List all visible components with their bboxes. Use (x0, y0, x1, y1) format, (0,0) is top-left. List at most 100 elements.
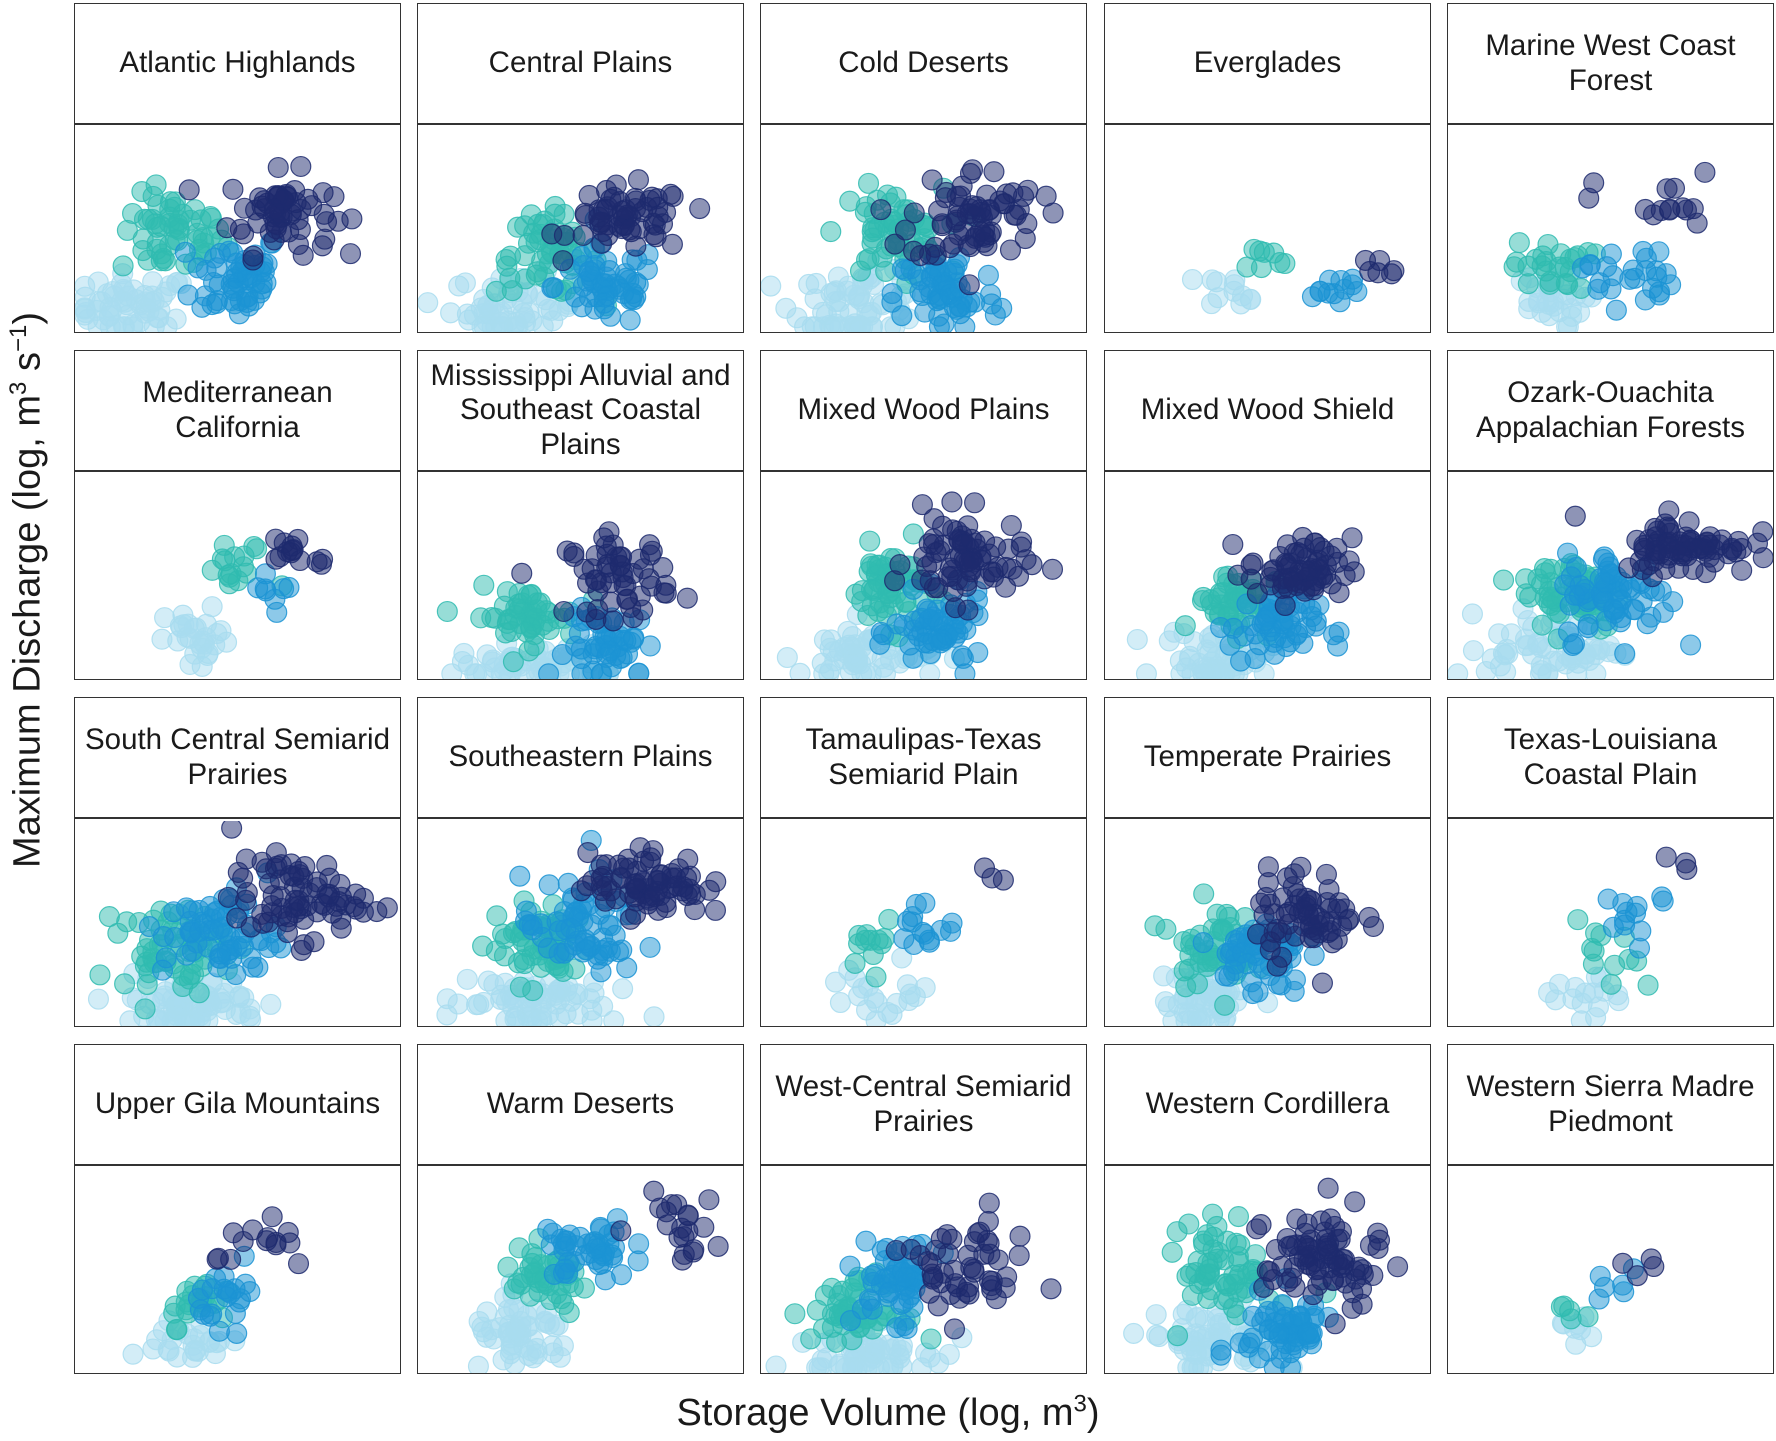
data-point (1181, 268, 1203, 291)
data-point (1246, 582, 1268, 604)
data-point (485, 280, 507, 302)
series-cluster_4 (511, 521, 698, 632)
data-point (560, 917, 582, 939)
data-point (311, 235, 333, 257)
data-point (1678, 511, 1700, 533)
data-point (87, 988, 109, 1010)
data-point (1560, 1308, 1582, 1330)
facet-title: Warm Deserts (418, 1045, 743, 1166)
data-point (1144, 915, 1166, 937)
data-point (951, 645, 973, 667)
data-point (1161, 1241, 1183, 1263)
data-point (1462, 640, 1484, 662)
data-point (119, 1010, 141, 1026)
series-cluster_4 (884, 491, 1064, 621)
data-point (1585, 922, 1607, 944)
facet-title: Marine West Coast Forest (1448, 4, 1773, 125)
data-point (1210, 1344, 1232, 1366)
data-point (260, 993, 282, 1015)
data-point (473, 574, 495, 596)
data-point (502, 651, 524, 673)
data-point (568, 622, 590, 644)
facet-title-text: Western Sierra Madre Piedmont (1466, 1070, 1755, 1138)
data-point (859, 530, 881, 552)
data-point (848, 985, 870, 1007)
data-point (572, 224, 594, 246)
series-cluster_4 (265, 528, 334, 575)
data-point (1157, 996, 1179, 1018)
data-point (1583, 172, 1605, 194)
data-point (1448, 663, 1469, 679)
data-point (919, 1282, 941, 1304)
data-point (819, 658, 841, 679)
data-point (918, 276, 940, 298)
facet-title-text: Mississippi Alluvial and Southeast Coast… (430, 359, 731, 461)
data-point (1481, 648, 1503, 670)
data-point (996, 183, 1018, 205)
data-point (132, 240, 154, 262)
series-cluster_4 (1612, 1248, 1665, 1287)
scatter-svg (1181, 238, 1405, 315)
data-point (868, 554, 890, 576)
data-point (858, 172, 880, 194)
data-point (839, 1255, 861, 1277)
data-point (894, 219, 916, 241)
data-point (1135, 663, 1157, 679)
data-point (289, 864, 311, 886)
data-point (213, 1278, 235, 1300)
data-point (1297, 1321, 1319, 1343)
data-point (610, 1220, 632, 1242)
series-cluster_1 (825, 947, 936, 1026)
data-point (138, 916, 160, 938)
data-point (1658, 500, 1680, 522)
data-point (556, 980, 578, 1002)
data-point (492, 1349, 514, 1371)
data-point (647, 205, 669, 228)
facet-plot-area (418, 127, 743, 332)
data-point (310, 553, 333, 575)
data-point (473, 316, 495, 332)
data-point (209, 988, 231, 1010)
data-point (613, 282, 635, 305)
data-point (632, 558, 654, 580)
data-point (436, 600, 458, 623)
data-point (920, 1253, 942, 1275)
data-point (1655, 846, 1677, 868)
data-point (290, 155, 312, 178)
data-point (604, 924, 626, 946)
data-point (199, 205, 222, 228)
data-point (931, 215, 953, 237)
data-point (112, 255, 134, 277)
data-point (704, 899, 727, 921)
data-point (246, 538, 268, 560)
data-point (131, 180, 153, 203)
data-point (228, 986, 250, 1008)
data-point (509, 865, 531, 887)
data-point (306, 877, 328, 899)
data-point (1207, 287, 1229, 309)
data-point (1731, 559, 1753, 581)
data-point (496, 612, 518, 634)
data-point (894, 259, 916, 281)
data-point (232, 556, 254, 578)
data-point (1746, 532, 1769, 554)
series-cluster_4 (973, 857, 1014, 891)
data-point (1192, 663, 1214, 679)
scatter-svg (1503, 161, 1716, 332)
data-point (958, 274, 980, 296)
data-point (339, 243, 362, 265)
data-point (1676, 858, 1698, 880)
data-point (261, 895, 283, 917)
data-point (143, 290, 165, 312)
data-point (1567, 909, 1589, 931)
data-point (521, 919, 544, 941)
data-point (869, 1339, 891, 1361)
data-point (1009, 1225, 1031, 1247)
series-cluster_4 (1246, 1177, 1409, 1335)
data-point (1581, 1326, 1603, 1348)
facet-plot-area (761, 821, 1086, 1026)
facet-panel-ozark-ouachita-appalachian-forests: Ozark-Ouachita Appalachian Forests (1447, 350, 1774, 680)
data-point (1605, 299, 1627, 321)
data-point (188, 982, 210, 1004)
data-point (1571, 992, 1593, 1014)
